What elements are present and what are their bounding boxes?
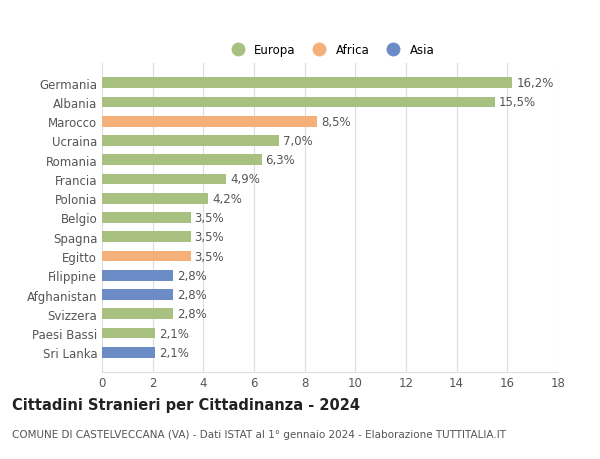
Text: 3,5%: 3,5% — [194, 250, 224, 263]
Text: 4,9%: 4,9% — [230, 173, 260, 186]
Text: 6,3%: 6,3% — [265, 154, 295, 167]
Text: 15,5%: 15,5% — [499, 96, 536, 109]
Bar — [102, 251, 191, 262]
Text: 8,5%: 8,5% — [321, 116, 351, 129]
Text: 2,8%: 2,8% — [177, 308, 206, 320]
Bar — [102, 194, 208, 204]
Bar — [102, 309, 173, 319]
Text: 2,1%: 2,1% — [159, 346, 189, 359]
Text: 2,8%: 2,8% — [177, 269, 206, 282]
Text: 16,2%: 16,2% — [516, 77, 554, 90]
Text: 3,5%: 3,5% — [194, 231, 224, 244]
Bar — [102, 174, 226, 185]
Bar — [102, 347, 155, 358]
Text: 3,5%: 3,5% — [194, 212, 224, 224]
Text: 4,2%: 4,2% — [212, 192, 242, 205]
Text: Cittadini Stranieri per Cittadinanza - 2024: Cittadini Stranieri per Cittadinanza - 2… — [12, 397, 360, 412]
Bar — [102, 290, 173, 300]
Text: 2,1%: 2,1% — [159, 327, 189, 340]
Bar — [102, 136, 280, 146]
Bar — [102, 155, 262, 166]
Bar — [102, 270, 173, 281]
Bar — [102, 78, 512, 89]
Text: 2,8%: 2,8% — [177, 288, 206, 302]
Bar — [102, 213, 191, 224]
Legend: Europa, Africa, Asia: Europa, Africa, Asia — [221, 39, 439, 62]
Text: COMUNE DI CASTELVECCANA (VA) - Dati ISTAT al 1° gennaio 2024 - Elaborazione TUTT: COMUNE DI CASTELVECCANA (VA) - Dati ISTA… — [12, 429, 506, 439]
Bar — [102, 232, 191, 242]
Bar — [102, 97, 494, 108]
Text: 7,0%: 7,0% — [283, 134, 313, 148]
Bar — [102, 328, 155, 339]
Bar — [102, 117, 317, 127]
